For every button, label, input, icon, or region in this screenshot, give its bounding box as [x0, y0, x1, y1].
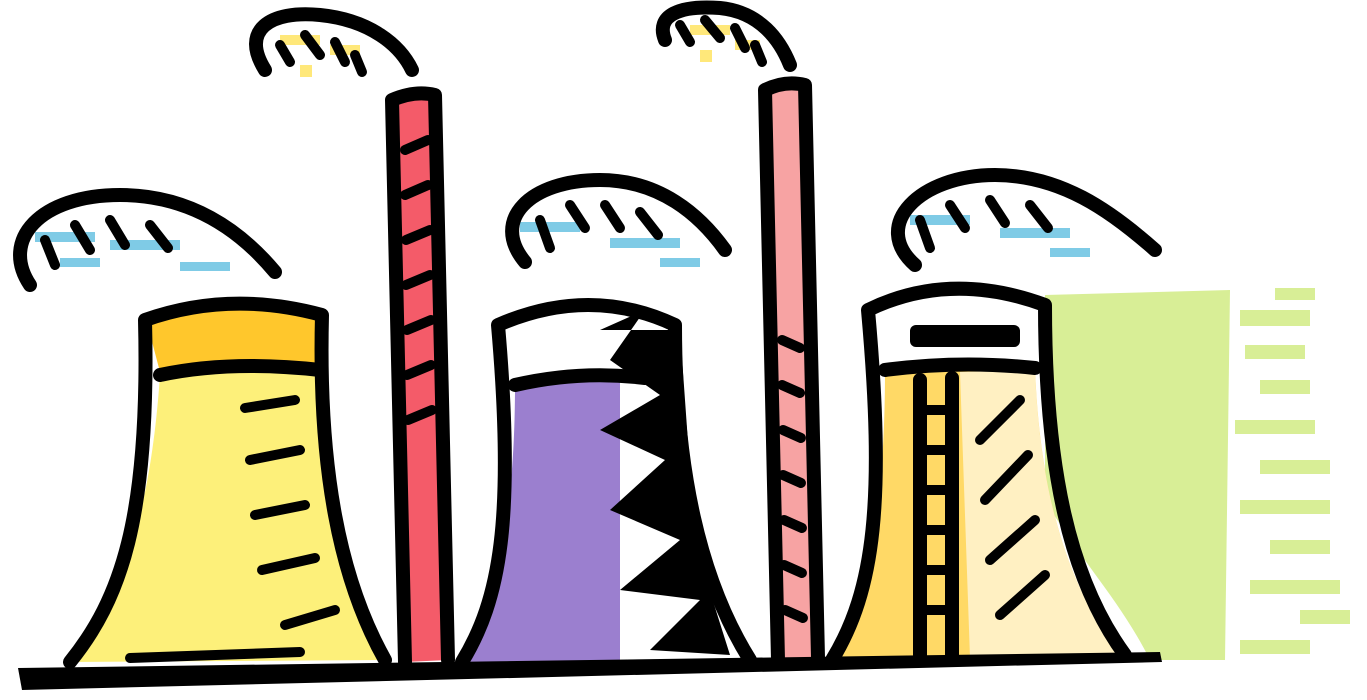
haze-dash — [1235, 420, 1315, 434]
tower-stripes — [975, 395, 1050, 620]
haze-dash — [1240, 310, 1310, 326]
haze-dash — [1300, 610, 1350, 624]
tower-stripes — [125, 395, 340, 663]
plume-color — [35, 215, 1090, 271]
chimney-outline — [758, 76, 825, 667]
plume-arc — [13, 188, 282, 292]
tower-outline — [63, 296, 392, 669]
tower-band — [145, 307, 322, 372]
plume-arc — [505, 173, 732, 269]
tower-body — [465, 378, 620, 662]
haze-dash — [1240, 640, 1310, 654]
cooling-tower-right — [825, 281, 1132, 667]
tower-rim — [878, 357, 1042, 377]
smoke-plumes — [13, 0, 1162, 292]
haze-dash — [1245, 345, 1305, 359]
chimney-stripes — [777, 335, 808, 623]
tower-outline — [825, 281, 1132, 667]
tower-outline — [455, 298, 757, 669]
ladder-rungs — [915, 405, 957, 615]
chimney-left — [385, 86, 455, 669]
tower-highlight — [960, 370, 1120, 658]
plume-arc — [656, 0, 797, 72]
chimney-outline — [385, 86, 455, 669]
tower-rim — [508, 368, 652, 392]
green-haze — [1045, 288, 1350, 660]
cooling-tower-left — [63, 296, 392, 669]
tower-rim — [153, 359, 327, 382]
chimney-right — [758, 76, 825, 667]
tower-window — [910, 325, 1020, 347]
haze-dash — [1260, 460, 1330, 474]
tower-body — [70, 369, 385, 662]
chimney-stripes — [400, 135, 437, 425]
haze-dash — [1240, 500, 1330, 514]
haze-dash — [1275, 288, 1315, 300]
cooling-tower-middle — [455, 298, 757, 669]
plume-strokes — [40, 15, 1053, 270]
haze-dash — [1250, 580, 1340, 594]
haze-block — [1045, 290, 1230, 660]
haze-dash — [1260, 380, 1310, 394]
haze-dash — [1270, 540, 1330, 554]
plume-arc — [249, 7, 419, 77]
tower-shadow — [600, 310, 730, 655]
plume-arc — [890, 168, 1162, 272]
ground-line — [18, 652, 1162, 690]
